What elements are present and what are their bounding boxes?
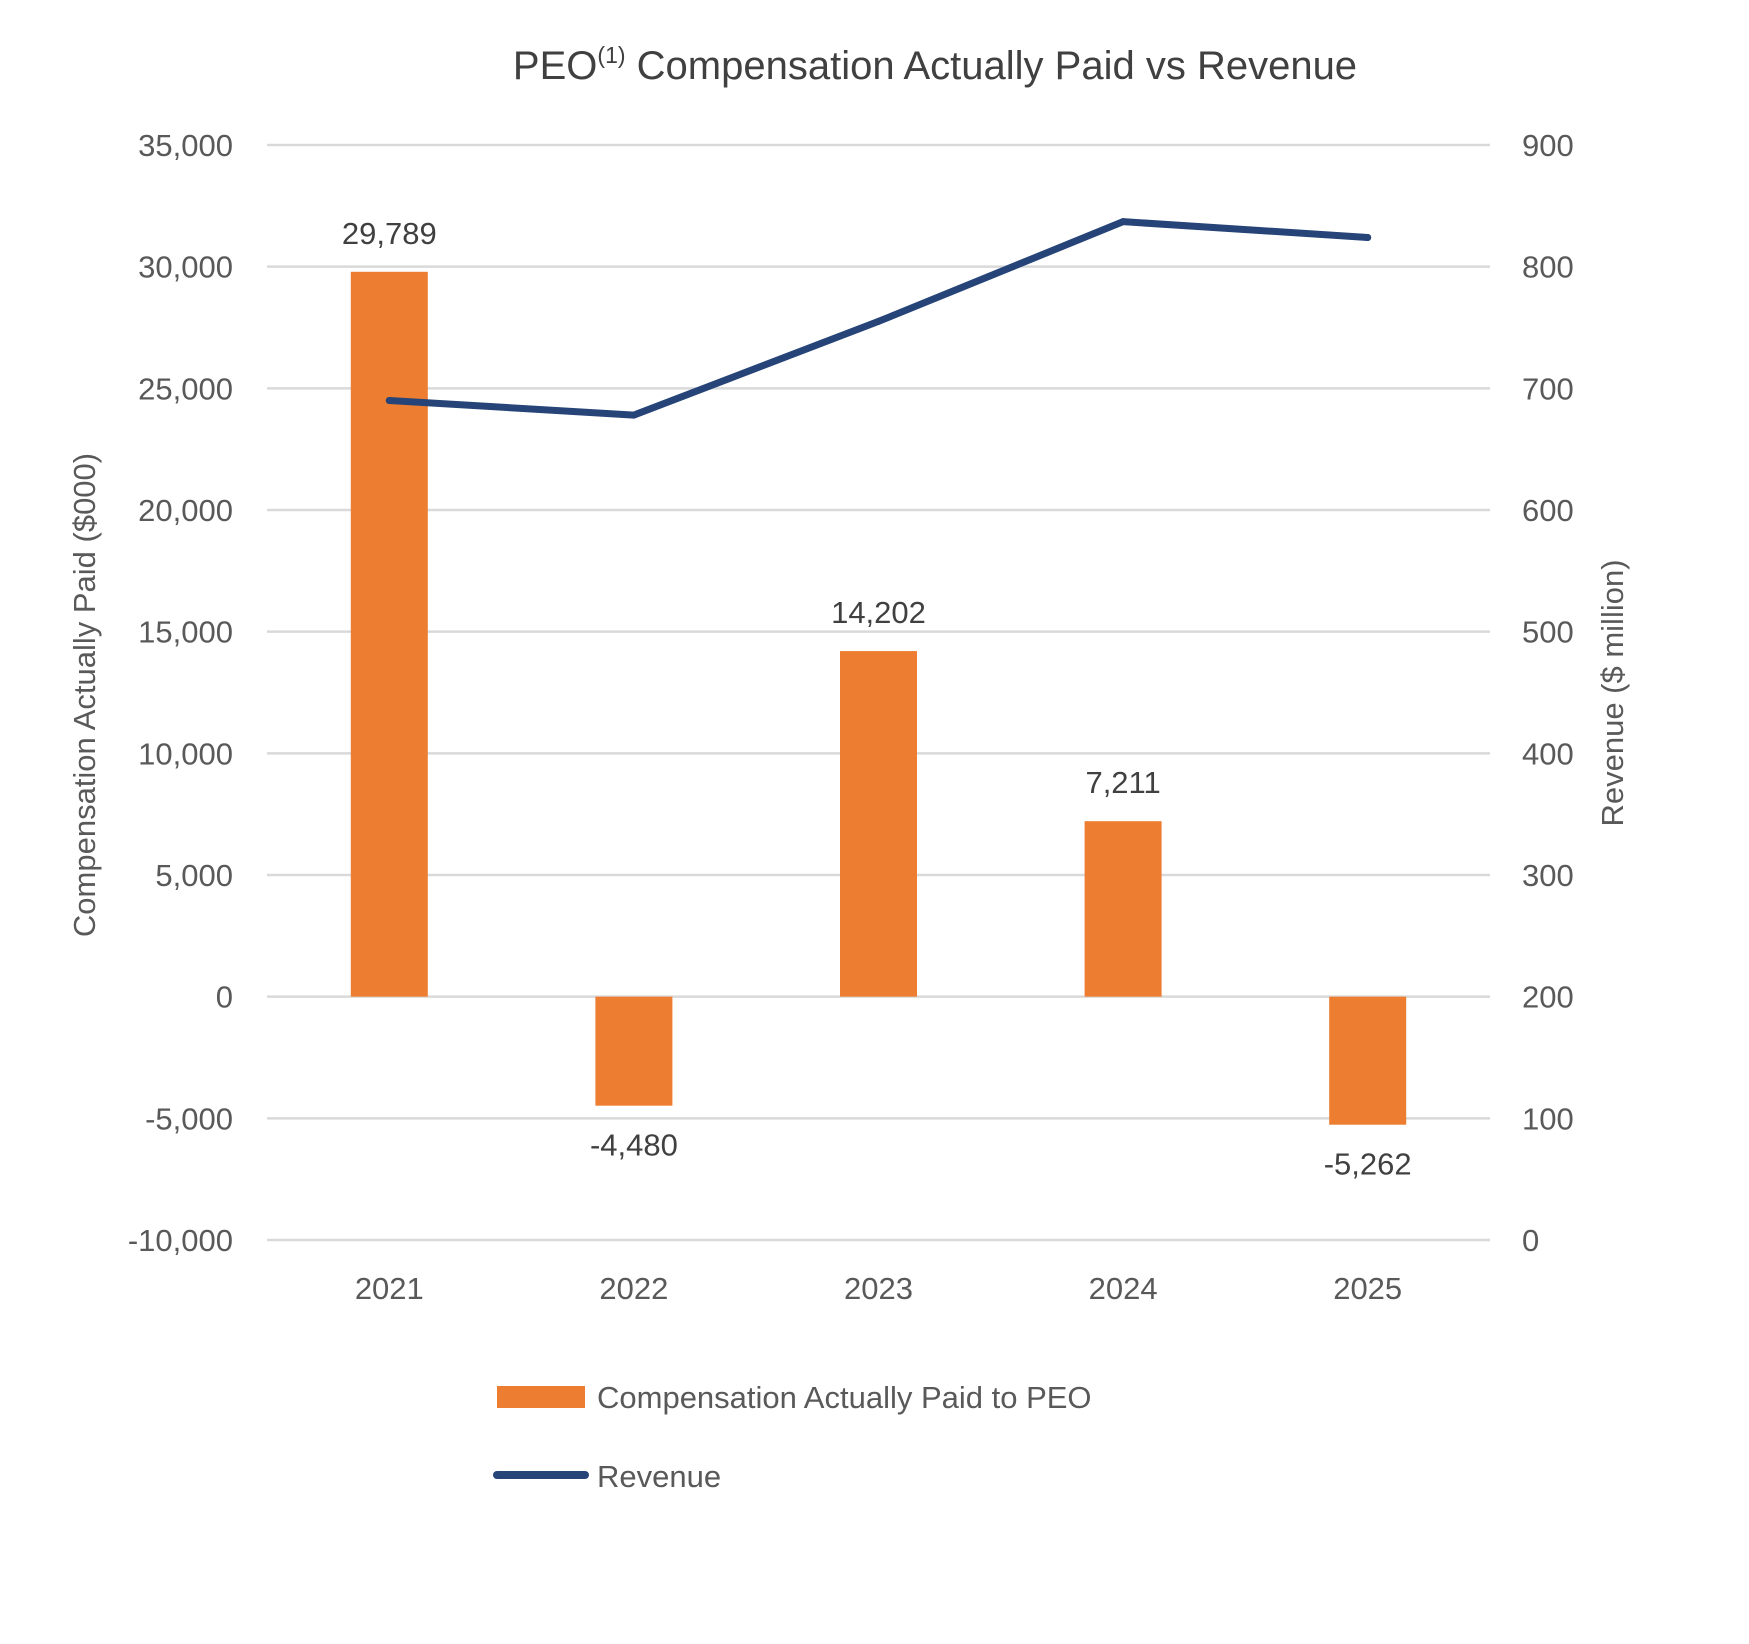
y-left-tick-label-2: 0 [216,980,233,1015]
bar-2023 [840,651,917,997]
x-axis-ticks: 2021 2022 2023 2024 2025 [355,1271,1402,1306]
x-tick-label-2023: 2023 [844,1271,913,1306]
y-right-tick-label-6: 600 [1522,493,1574,528]
revenue-point-2023 [875,317,882,325]
x-tick-label-2021: 2021 [355,1271,424,1306]
y-right-tick-label-0: 0 [1522,1223,1539,1258]
bar-data-label-2024: 7,211 [1085,765,1160,800]
y-left-tick-label-1: -5,000 [145,1101,233,1136]
y-left-tick-label-7: 25,000 [138,371,233,406]
left-axis-ticks: -10,000 -5,000 0 5,000 10,000 15,000 20,000 25,… [128,128,233,1258]
bar-2024 [1084,821,1162,997]
y-left-tick-label-0: -10,000 [128,1223,233,1258]
revenue-point-2022 [630,411,638,419]
y-left-tick-label-8: 30,000 [138,250,233,285]
y-left-tick-label-9: 35,000 [138,128,233,163]
y-right-tick-label-9: 900 [1522,128,1574,163]
bar-data-labels: 29,789 -4,480 14,202 7,211 -5,262 [342,216,1412,1182]
y-left-tick-label-3: 5,000 [155,858,233,893]
y-right-tick-label-7: 700 [1522,371,1574,406]
chart-title: PEO(1) Compensation Actually Paid vs Rev… [513,42,1357,88]
y-right-tick-label-8: 800 [1522,250,1574,285]
bar-data-label-2023: 14,202 [831,595,926,630]
bar-2025 [1329,996,1407,1125]
y-axis-left-title: Compensation Actually Paid ($000) [67,453,102,937]
revenue-point-2021 [385,397,393,404]
revenue-point-2025 [1364,233,1372,241]
x-tick-label-2022: 2022 [599,1271,668,1306]
legend: Compensation Actually Paid to PEO Revenue [493,1380,1092,1494]
y-right-tick-label-3: 300 [1522,858,1574,893]
y-right-tick-label-2: 200 [1522,980,1574,1015]
bar-2022 [595,996,673,1106]
legend-label-compensation: Compensation Actually Paid to PEO [597,1380,1092,1415]
revenue-point-2024 [1119,218,1127,226]
y-right-tick-label-4: 400 [1522,736,1574,771]
y-left-tick-label-4: 10,000 [138,736,233,771]
bar-2021 [350,271,428,997]
y-left-tick-label-6: 20,000 [138,493,233,528]
chart-title-prefix: PEO [513,44,597,88]
chart-title-superscript: (1) [597,42,625,68]
chart-title-suffix: Compensation Actually Paid vs Revenue [626,44,1358,88]
bar-data-label-2022: -4,480 [590,1128,678,1163]
y-axis-right-title: Revenue ($ million) [1595,559,1630,826]
bar-series [350,271,1407,1125]
y-right-tick-label-1: 100 [1522,1101,1574,1136]
bar-data-label-2025: -5,262 [1324,1147,1412,1182]
y-left-tick-label-5: 15,000 [138,615,233,650]
bar-data-label-2021: 29,789 [342,216,437,251]
right-axis-ticks: 0 100 200 300 400 500 600 700 800 900 [1522,128,1574,1258]
line-series [385,218,1372,419]
legend-label-revenue: Revenue [597,1459,721,1494]
x-tick-label-2024: 2024 [1089,1271,1158,1306]
legend-swatch-bar [497,1386,585,1408]
x-tick-label-2025: 2025 [1333,1271,1402,1306]
y-right-tick-label-5: 500 [1522,615,1574,650]
